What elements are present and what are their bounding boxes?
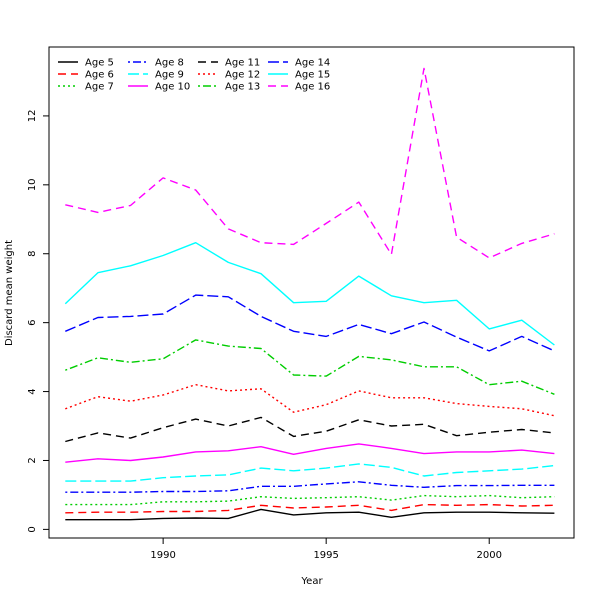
legend-item: Age 15 — [268, 70, 330, 81]
legend-label: Age 13 — [225, 82, 260, 93]
legend-label: Age 6 — [85, 70, 114, 81]
y-tick-label: 12 — [27, 110, 38, 123]
y-tick-label: 8 — [27, 251, 38, 257]
legend-label: Age 10 — [155, 82, 190, 93]
legend-label: Age 16 — [295, 82, 330, 93]
legend-item: Age 13 — [198, 82, 260, 93]
x-tick-label: 1995 — [313, 550, 338, 561]
legend-item: Age 6 — [58, 70, 114, 81]
series-line-age-13 — [65, 339, 555, 395]
legend-item: Age 11 — [198, 58, 260, 69]
series-line-age-6 — [65, 503, 555, 514]
x-axis: 1990 1995 2000 — [150, 538, 502, 561]
series-line-age-5 — [65, 508, 555, 521]
legend-item: Age 5 — [58, 58, 114, 69]
legend-item: Age 7 — [58, 82, 114, 93]
legend-item: Age 12 — [198, 70, 260, 81]
y-tick-label: 6 — [27, 319, 38, 325]
y-tick-label: 10 — [27, 178, 38, 191]
x-axis-label: Year — [300, 576, 323, 587]
series-line-age-12 — [65, 384, 555, 417]
legend-item: Age 9 — [128, 70, 184, 81]
x-tick-label: 2000 — [476, 550, 501, 561]
legend-item: Age 10 — [128, 82, 190, 93]
series-line-age-11 — [65, 416, 555, 443]
legend-label: Age 12 — [225, 70, 260, 81]
y-tick-label: 0 — [27, 526, 38, 532]
legend-label: Age 11 — [225, 58, 260, 69]
x-tick-label: 1990 — [150, 550, 175, 561]
legend-item: Age 8 — [128, 58, 184, 69]
plot-frame — [48, 46, 575, 539]
series-line-age-14 — [65, 294, 555, 352]
series-line-age-9 — [65, 463, 555, 482]
series-line-age-15 — [64, 241, 555, 346]
y-tick-label: 4 — [27, 388, 38, 394]
series-layer — [64, 67, 555, 521]
legend-label: Age 14 — [295, 58, 330, 69]
legend-item: Age 14 — [268, 58, 330, 69]
y-axis-label: Discard mean weight — [4, 240, 15, 346]
legend-label: Age 7 — [85, 82, 114, 93]
series-line-age-8 — [65, 481, 555, 493]
y-axis: 0 2 4 6 8 10 12 — [27, 110, 49, 533]
y-tick-label: 2 — [27, 457, 38, 463]
series-line-age-10 — [65, 443, 555, 463]
series-line-age-16 — [65, 67, 555, 259]
legend-label: Age 15 — [295, 70, 330, 81]
legend-label: Age 5 — [85, 58, 114, 69]
legend-label: Age 8 — [155, 58, 184, 69]
series-line-age-7 — [65, 494, 555, 506]
legend-label: Age 9 — [155, 70, 184, 81]
legend-item: Age 16 — [268, 82, 330, 93]
